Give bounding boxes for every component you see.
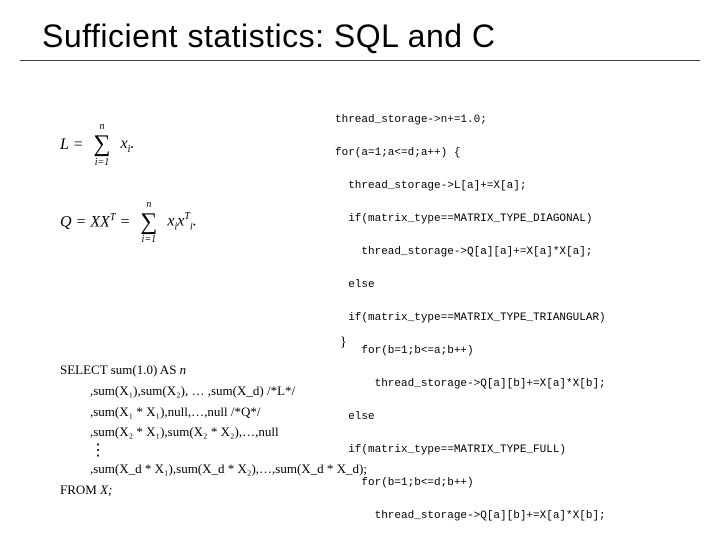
sql-l6: ,sum(X_d * X₁),sum(X_d * X₂),…,sum(X_d *…	[90, 461, 367, 476]
Q-eq: =	[115, 213, 130, 230]
sql-line: FROM X;	[60, 480, 367, 501]
sum-symbol: n ∑ i=1	[93, 120, 110, 170]
sql-sum10: sum(1.0) AS	[107, 362, 179, 377]
sql-from: FROM	[60, 482, 97, 497]
formula-Q: Q = XXT = n ∑ i=1 xixTi.	[60, 198, 197, 248]
code-line: thread_storage->Q[a][a]+=X[a]*X[a];	[335, 244, 606, 261]
code-line: if(matrix_type==MATRIX_TYPE_FULL)	[335, 442, 606, 459]
code-line: for(b=1;b<=d;b++)	[335, 475, 606, 492]
L-dot: .	[130, 135, 134, 152]
sql-line: SELECT sum(1.0) AS n	[60, 360, 367, 381]
Q-rhs: xixTi.	[167, 210, 196, 235]
sql-line: ,sum(X₁),sum(X₂), … ,sum(X_d) /*L*/	[60, 381, 367, 402]
code-line: thread_storage->Q[a][b]+=X[a]*X[b];	[335, 376, 606, 393]
sum-lower-2: i=1	[142, 233, 157, 247]
closing-brace: }	[340, 335, 347, 351]
sigma-icon-2: ∑	[140, 212, 157, 234]
code-line: else	[335, 277, 606, 294]
formula-L: L = n ∑ i=1 xi.	[60, 120, 197, 170]
Q-dot: .	[193, 212, 197, 229]
Q-sup: T	[184, 211, 190, 222]
sql-line: ,sum(X_d * X₁),sum(X_d * X₂),…,sum(X_d *…	[60, 459, 367, 480]
sql-l2: ,sum(X₁),sum(X₂), … ,sum(X_d) /*L*/	[90, 383, 295, 398]
Q-lhs: Q = XXT =	[60, 211, 130, 234]
sum-symbol-2: n ∑ i=1	[140, 198, 157, 248]
code-line: for(b=1;b<=a;b++)	[335, 343, 606, 360]
code-line: thread_storage->L[a]+=X[a];	[335, 178, 606, 195]
Q-lhs-text: Q = XX	[60, 213, 110, 230]
vdots-icon: ⋮	[60, 443, 367, 459]
code-line: if(matrix_type==MATRIX_TYPE_DIAGONAL)	[335, 211, 606, 228]
sum-lower: i=1	[95, 156, 110, 170]
sql-X: X;	[97, 482, 113, 497]
code-line: if(matrix_type==MATRIX_TYPE_TRIANGULAR)	[335, 310, 606, 327]
math-formulas: L = n ∑ i=1 xi. Q = XXT = n ∑ i=1 xixTi.	[60, 120, 197, 275]
sql-select: SELECT	[60, 362, 107, 377]
title-underline	[20, 60, 700, 61]
sql-n: n	[180, 362, 187, 377]
slide-title: Sufficient statistics: SQL and C	[42, 18, 496, 55]
code-line: thread_storage->Q[a][b]+=X[a]*X[b];	[335, 508, 606, 525]
L-rhs: xi.	[121, 133, 135, 157]
sigma-icon: ∑	[93, 134, 110, 156]
x-var: x	[121, 135, 128, 152]
sql-line: ,sum(X₁ * X₁),null,…,null /*Q*/	[60, 402, 367, 423]
c-code-block: thread_storage->n+=1.0; for(a=1;a<=d;a++…	[335, 95, 606, 541]
sql-block: SELECT sum(1.0) AS n ,sum(X₁),sum(X₂), ……	[60, 360, 367, 501]
code-line: else	[335, 409, 606, 426]
sql-l3: ,sum(X₁ * X₁),null,…,null /*Q*/	[90, 404, 260, 419]
code-line: for(a=1;a<=d;a++) {	[335, 145, 606, 162]
sql-line: ,sum(X₂ * X₁),sum(X₂ * X₂),…,null	[60, 422, 367, 443]
code-line: thread_storage->n+=1.0;	[335, 112, 606, 129]
sql-l4: ,sum(X₂ * X₁),sum(X₂ * X₂),…,null	[90, 424, 279, 439]
L-lhs: L =	[60, 134, 83, 156]
